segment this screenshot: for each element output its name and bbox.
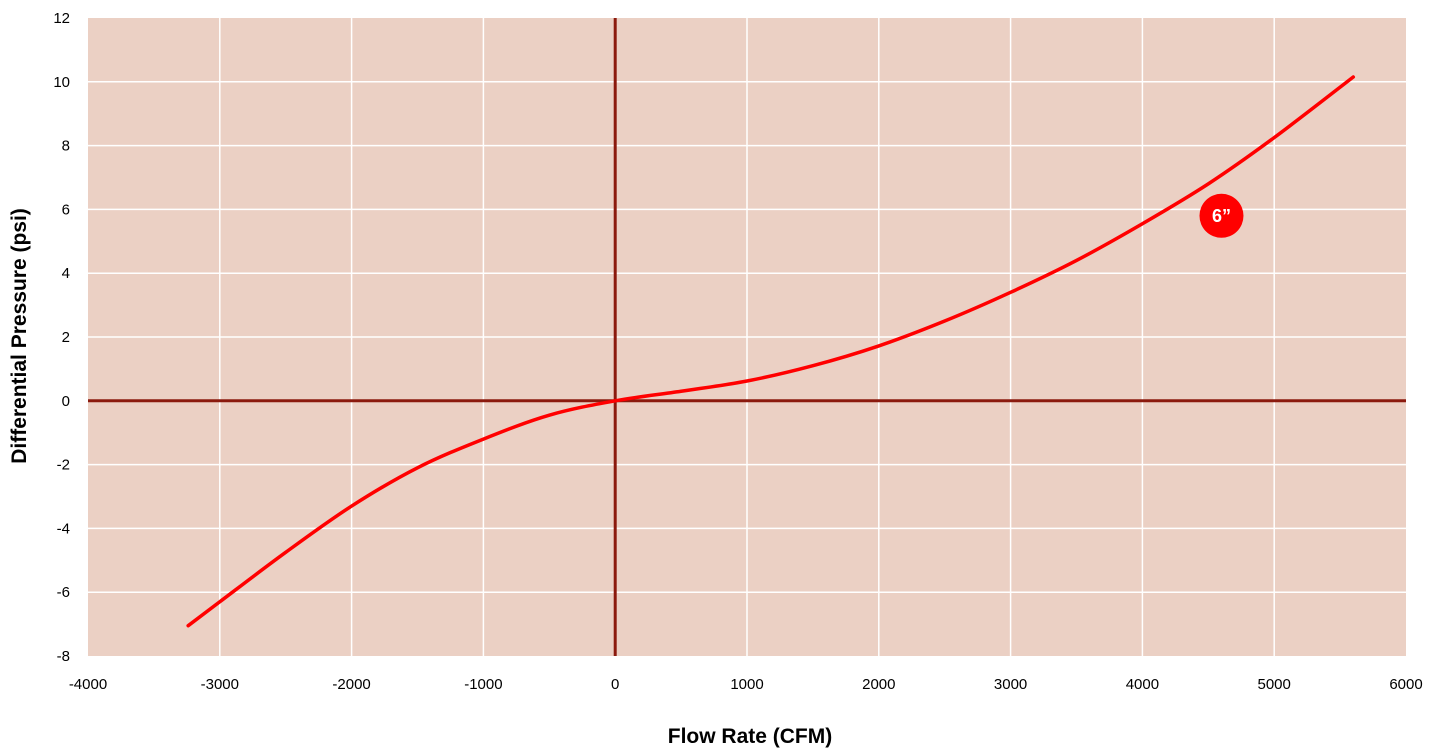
x-tick-label: 0 (611, 676, 619, 693)
series-group (186, 75, 1356, 628)
y-axis-label: Differential Pressure (psi) (8, 208, 31, 464)
y-tick-label: -2 (57, 457, 70, 474)
y-tick-label: 12 (53, 10, 70, 27)
x-tick-label: -3000 (201, 676, 239, 693)
series-line-6-inch (186, 75, 1356, 628)
x-axis-label: Flow Rate (CFM) (668, 725, 832, 748)
x-tick-label: 6000 (1389, 676, 1422, 693)
zero-axes (88, 18, 1406, 656)
x-tick-label: 4000 (1126, 676, 1159, 693)
x-tick-labels: -4000 -3000 -2000 -1000 0 1000 2000 3000 4000 500… (69, 676, 1423, 693)
y-tick-label: 4 (62, 265, 70, 282)
y-tick-label: 8 (62, 138, 70, 155)
x-tick-label: 1000 (730, 676, 763, 693)
grid-lines (88, 18, 1406, 656)
y-tick-label: 10 (53, 74, 70, 91)
annotations: 6” (1199, 193, 1244, 238)
x-tick-label: 5000 (1258, 676, 1291, 693)
x-tick-label: 3000 (994, 676, 1027, 693)
x-tick-label: -1000 (464, 676, 502, 693)
y-tick-labels: -8 -6 -4 -2 0 2 4 6 8 10 12 (53, 10, 70, 665)
y-tick-label: -8 (57, 648, 70, 665)
badge-label: 6” (1212, 206, 1231, 226)
x-tick-label: 2000 (862, 676, 895, 693)
series-label-badge: 6” (1199, 193, 1244, 238)
y-tick-label: 6 (62, 201, 70, 218)
badge-circle (1199, 193, 1244, 238)
x-tick-label: -4000 (69, 676, 107, 693)
y-tick-label: -6 (57, 584, 70, 601)
y-tick-label: 0 (62, 393, 70, 410)
y-tick-label: -4 (57, 520, 70, 537)
y-tick-label: 2 (62, 329, 70, 346)
x-tick-label: -2000 (332, 676, 370, 693)
